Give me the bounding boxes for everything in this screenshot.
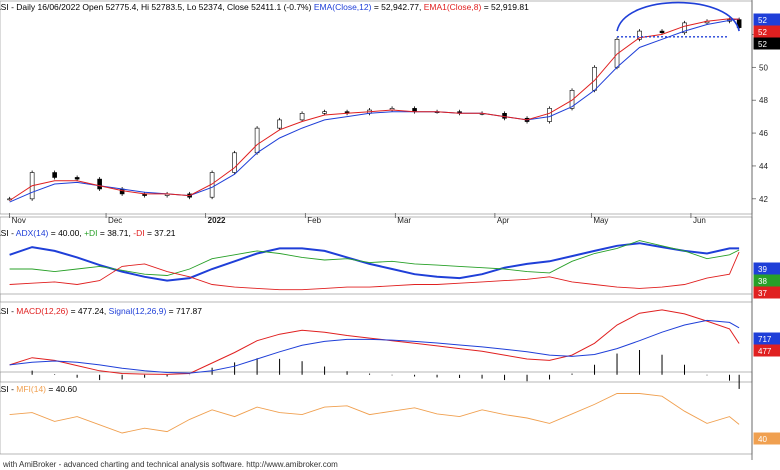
ema12-line bbox=[9, 18, 740, 203]
price-axis-label: 46 bbox=[759, 129, 768, 138]
candle-body bbox=[502, 113, 507, 119]
signal-value-tag-box bbox=[753, 332, 780, 345]
footer-credit: with AmiBroker - advanced charting and t… bbox=[2, 460, 338, 469]
candle-body bbox=[569, 89, 575, 109]
minus-di-line bbox=[9, 251, 740, 291]
candle-body bbox=[254, 127, 260, 154]
candle-body bbox=[322, 111, 327, 114]
price-axis-label: 48 bbox=[759, 96, 768, 105]
candle-body bbox=[637, 30, 642, 40]
macd-value-tag: 477 bbox=[758, 347, 772, 356]
month-label: Apr bbox=[497, 216, 510, 225]
candle-body bbox=[52, 172, 57, 178]
plus-di-line bbox=[9, 240, 740, 276]
panel-frames bbox=[0, 0, 753, 460]
mdi-value-tag: 37 bbox=[758, 289, 767, 298]
signal-value-tag: 717 bbox=[758, 335, 772, 344]
close-value-tag: 52 bbox=[758, 40, 767, 49]
value-tags: 52 52 52 39 38 37 717 477 40 bbox=[753, 13, 780, 445]
pdi-value-tag-box bbox=[753, 274, 780, 287]
month-label: 2022 bbox=[208, 216, 226, 225]
ema8-value-tag: 52 bbox=[758, 28, 767, 37]
macd-histogram bbox=[31, 350, 740, 389]
candle-body bbox=[277, 119, 282, 129]
price-axis-label: 50 bbox=[759, 63, 768, 72]
month-label: Nov bbox=[12, 216, 26, 225]
ema8-value-tag-box bbox=[753, 25, 780, 38]
ema12-value-tag: 52 bbox=[758, 16, 767, 25]
rounded-top-arc bbox=[616, 1, 740, 32]
candle-body bbox=[659, 30, 665, 34]
month-label: May bbox=[593, 216, 608, 225]
ema12-value-tag-box bbox=[753, 13, 780, 26]
candle-body bbox=[232, 152, 237, 173]
mfi-line bbox=[9, 393, 740, 434]
mfi-value-tag: 40 bbox=[758, 435, 767, 444]
adx-value-tag-box bbox=[753, 262, 780, 275]
pdi-value-tag: 38 bbox=[758, 277, 767, 286]
macd-value-tag-box bbox=[753, 344, 780, 357]
macd-header: ASI - MACD(12,26) = 477.24, Signal(12,26… bbox=[0, 306, 202, 316]
x-axis-labels: Nov Dec 2022 Feb Mar Apr May Jun bbox=[12, 216, 706, 225]
ema8-line bbox=[9, 18, 740, 201]
month-label: Feb bbox=[307, 216, 321, 225]
signal-line bbox=[9, 319, 740, 374]
adx-header: ASI - ADX(14) = 40.00, +DI = 38.71, -DI … bbox=[0, 228, 176, 238]
candle-body bbox=[97, 178, 102, 190]
candle-body bbox=[119, 188, 125, 195]
candle-body bbox=[299, 113, 305, 121]
adx-value-tag: 39 bbox=[758, 265, 767, 274]
month-label: Dec bbox=[108, 216, 122, 225]
mfi-value-tag-box bbox=[753, 432, 780, 445]
candle-body bbox=[682, 22, 687, 34]
close-value-tag-box bbox=[753, 37, 780, 50]
price-axis-label: 42 bbox=[759, 195, 768, 204]
candle-body bbox=[547, 108, 552, 122]
month-label: Jun bbox=[693, 216, 706, 225]
month-label: Mar bbox=[397, 216, 411, 225]
mfi-header: ASI - MFI(14) = 40.60 bbox=[0, 384, 77, 394]
price-axis-label: 44 bbox=[759, 162, 768, 171]
price-header: ASI - Daily 16/06/2022 Open 52775.4, Hi … bbox=[0, 2, 529, 12]
candle-body bbox=[736, 19, 742, 28]
candle-body bbox=[74, 177, 80, 180]
mdi-value-tag-box bbox=[753, 286, 780, 299]
